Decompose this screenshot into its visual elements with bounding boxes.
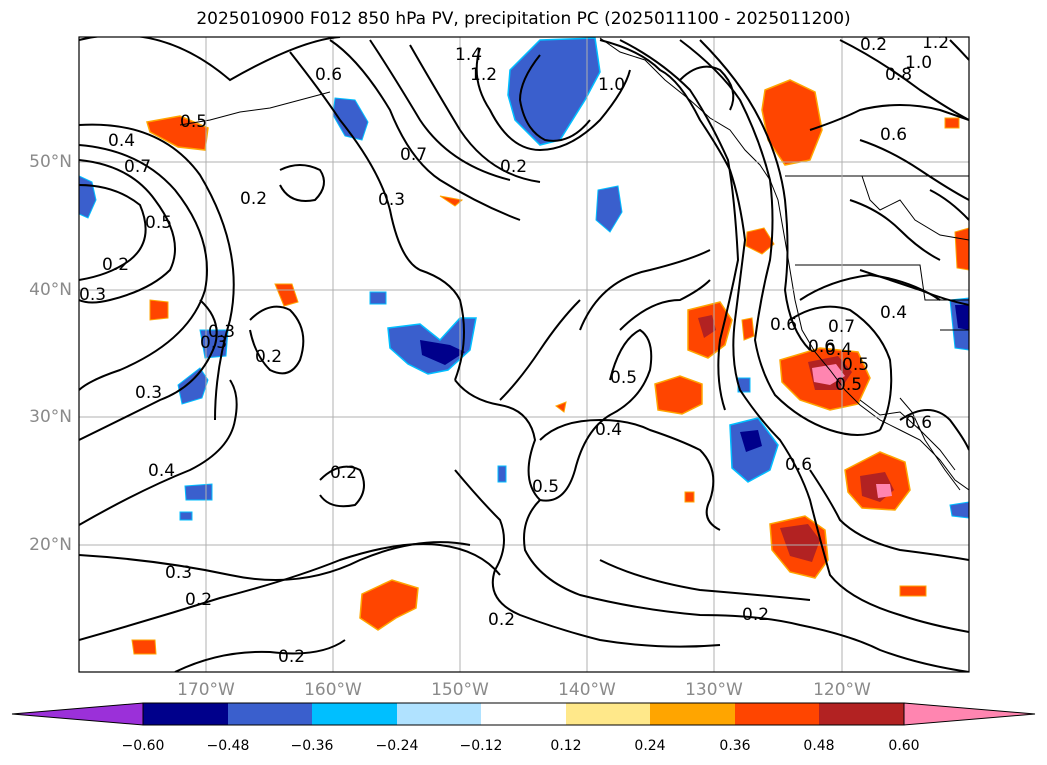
contour-label: 0.6 [770, 315, 797, 335]
lon-label-140w: 140°W [558, 680, 616, 700]
contour-label: 0.4 [595, 420, 622, 440]
contour-label: 0.2 [488, 610, 515, 630]
contour-label: 0.7 [828, 317, 855, 337]
contour-label: 0.2 [330, 463, 357, 483]
contour-label: 1.2 [922, 33, 949, 53]
colorbar-segment [566, 703, 650, 725]
contour-label: 0.2 [500, 157, 527, 177]
contour-label: 1.4 [455, 45, 482, 65]
colorbar-extend-high [903, 702, 1036, 726]
lon-label-150w: 150°W [431, 680, 489, 700]
lon-label-160w: 160°W [304, 680, 362, 700]
colorbar-segment [312, 703, 397, 725]
contour-label: 0.5 [180, 112, 207, 132]
contour-label: 0.4 [880, 303, 907, 323]
contour-label: 0.4 [825, 340, 852, 360]
lat-label-30n: 30°N [29, 407, 72, 427]
colorbar-tick: 0.12 [550, 738, 582, 754]
contour-label: 0.5 [145, 213, 172, 233]
lon-label-130w: 130°W [685, 680, 743, 700]
colorbar [11, 702, 1036, 726]
lon-label-120w: 120°W [813, 680, 871, 700]
colorbar-extend-low [11, 702, 144, 726]
contour-label: 0.3 [208, 322, 235, 342]
colorbar-segment [143, 703, 228, 725]
contour-label: 0.2 [742, 605, 769, 625]
contour-label: 1.2 [470, 65, 497, 85]
contour-label: 0.2 [255, 347, 282, 367]
colorbar-segment [819, 703, 904, 725]
contour-label: 0.4 [148, 461, 175, 481]
map-frame [78, 36, 970, 673]
contour-label: 0.5 [835, 375, 862, 395]
contour-label: 0.7 [124, 157, 151, 177]
contour-label: 0.6 [808, 337, 835, 357]
contour-label: 1.0 [598, 75, 625, 95]
contour-label: 0.3 [200, 333, 227, 353]
colorbar-segment [735, 703, 819, 725]
contour-label: 0.6 [905, 413, 932, 433]
contour-label: 0.6 [880, 125, 907, 145]
contour-label: 0.5 [532, 477, 559, 497]
contour-label: 0.2 [185, 590, 212, 610]
grid-lines [79, 37, 969, 672]
contour-label: 0.3 [165, 563, 192, 583]
lat-label-40n: 40°N [29, 280, 72, 300]
contour-label: 0.2 [240, 189, 267, 209]
contour-label: 0.5 [610, 368, 637, 388]
colorbar-segment [650, 703, 735, 725]
colorbar-tick: −0.48 [206, 738, 250, 754]
lon-label-170w: 170°W [177, 680, 235, 700]
colorbar-tick: 0.48 [803, 738, 835, 754]
colorbar-tick: 0.24 [634, 738, 666, 754]
contour-labels: 1.4 1.2 1.0 0.8 1.0 1.2 0.7 0.2 0.3 0.4 … [79, 33, 949, 667]
colorbar-tick: −0.12 [459, 738, 503, 754]
contour-label: 0.4 [108, 131, 135, 151]
contour-label: 0.2 [102, 255, 129, 275]
contour-label: 0.3 [378, 190, 405, 210]
colorbar-tick: 0.60 [888, 738, 920, 754]
contour-label: 1.0 [905, 53, 932, 73]
contour-label: 0.2 [860, 35, 887, 55]
pv-contours [79, 37, 969, 672]
contour-label: 0.8 [885, 65, 912, 85]
colorbar-tick: −0.24 [375, 738, 419, 754]
contour-label: 0.6 [785, 455, 812, 475]
lat-label-20n: 20°N [29, 535, 72, 555]
lat-label-50n: 50°N [29, 152, 72, 172]
colorbar-segment [397, 703, 481, 725]
colorbar-segment [481, 703, 566, 725]
contour-label: 0.3 [135, 383, 162, 403]
colorbar-tick: 0.36 [719, 738, 751, 754]
contour-label: 0.5 [842, 355, 869, 375]
colorbar-tick: −0.36 [290, 738, 334, 754]
colorbar-segment [228, 703, 312, 725]
contour-label: 0.3 [79, 285, 106, 305]
colorbar-tick: −0.60 [121, 738, 165, 754]
map-title: 2025010900 F012 850 hPa PV, precipitatio… [196, 9, 851, 29]
map-area: 1.4 1.2 1.0 0.8 1.0 1.2 0.7 0.2 0.3 0.4 … [79, 33, 969, 672]
contour-label: 0.6 [315, 65, 342, 85]
contour-label: 0.2 [278, 647, 305, 667]
contour-label: 0.7 [400, 145, 427, 165]
